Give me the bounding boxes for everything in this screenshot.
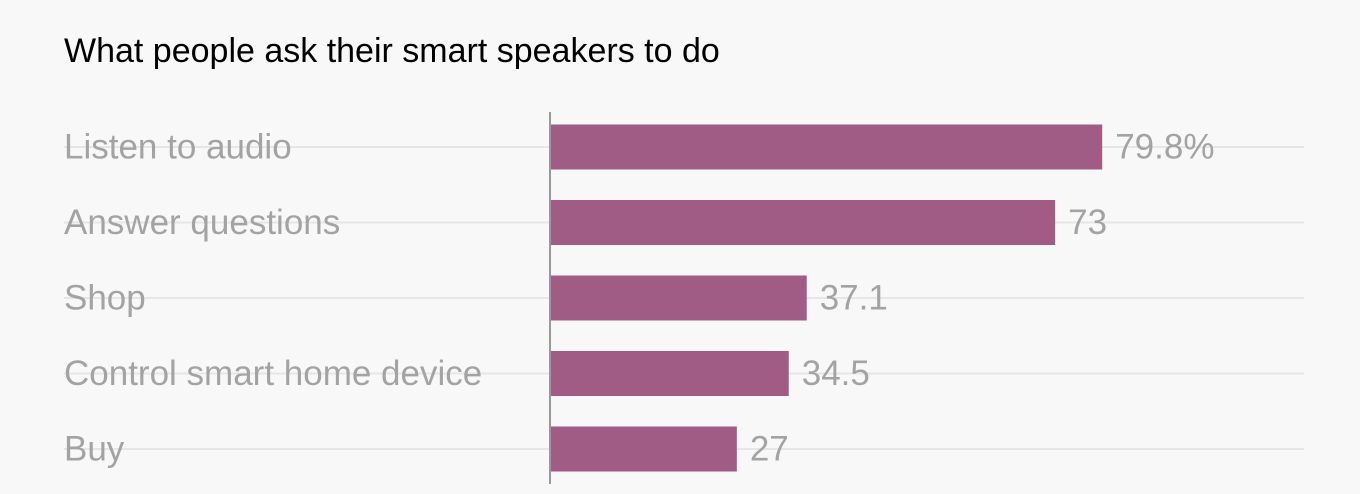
category-labels: Listen to audio Answer questions Shop Contr… — [64, 128, 482, 469]
value-label: 34.5 — [802, 354, 870, 393]
value-label: 73 — [1068, 203, 1107, 242]
value-label: 37.1 — [820, 279, 888, 318]
category-label: Shop — [64, 279, 146, 318]
bar — [550, 275, 807, 321]
bar — [550, 351, 789, 396]
bar — [550, 124, 1103, 170]
category-label: Control smart home device — [64, 354, 482, 393]
value-label: 27 — [750, 430, 789, 469]
bars — [550, 124, 1103, 472]
category-label: Answer questions — [64, 203, 340, 242]
value-labels: 79.8%73 37.1 34.5 27 — [750, 128, 1215, 469]
bar — [550, 426, 737, 472]
category-label: Buy — [64, 430, 125, 469]
bar — [550, 200, 1056, 245]
category-label: Listen to audio — [64, 128, 292, 167]
chart-title: What people ask their smart speakers to … — [64, 32, 720, 70]
value-label: 79.8% — [1115, 128, 1214, 167]
